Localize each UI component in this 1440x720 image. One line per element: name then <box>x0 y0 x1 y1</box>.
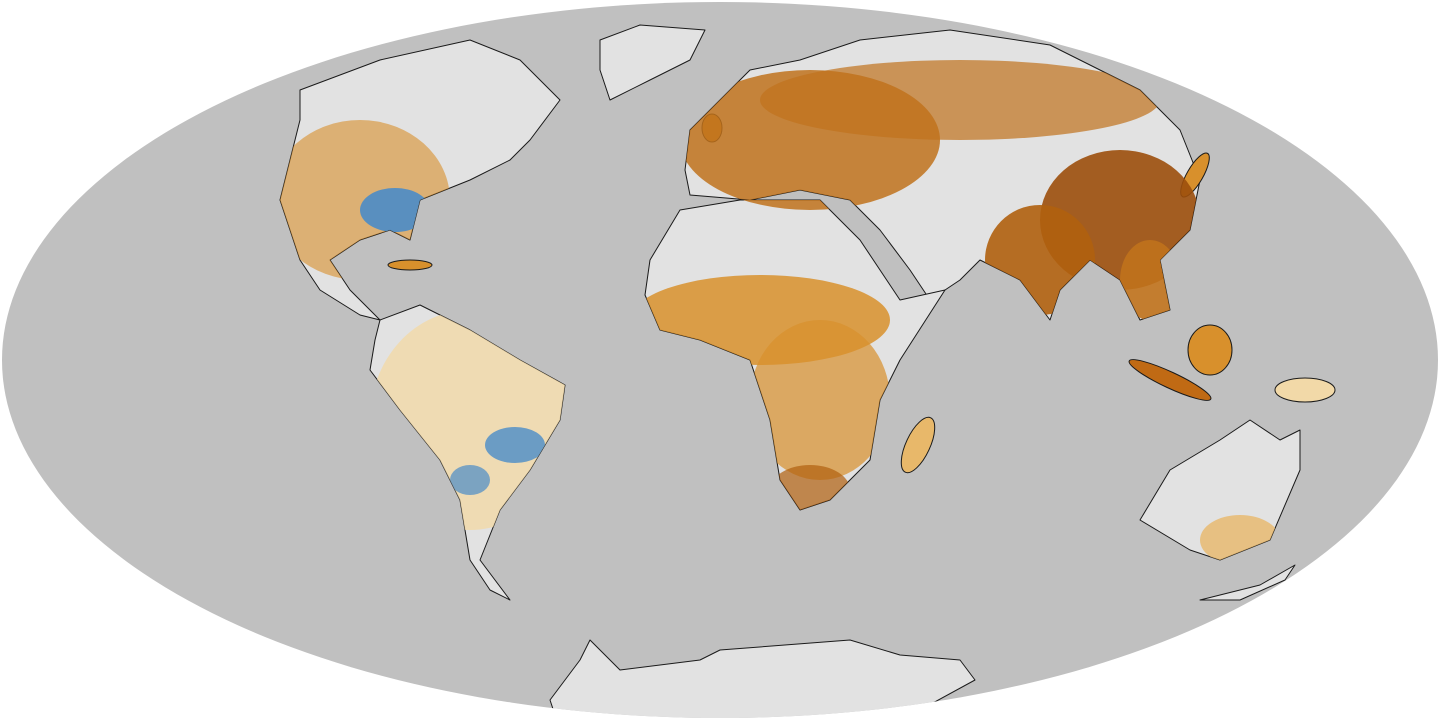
central-africa-tint <box>750 320 890 480</box>
new-guinea <box>1274 377 1336 403</box>
antarctica <box>549 639 976 718</box>
paraguay-decrease <box>450 465 490 495</box>
new-zealand <box>1199 564 1296 601</box>
eastern-us-decrease <box>360 188 430 232</box>
brazil-decrease <box>485 427 545 463</box>
russia-band <box>760 60 1160 140</box>
greenland <box>599 24 706 101</box>
madagascar <box>900 416 936 474</box>
borneo <box>1187 324 1233 376</box>
cuba <box>387 259 433 271</box>
sumatra-java <box>1128 359 1212 401</box>
anomaly-overlay <box>280 60 1280 565</box>
